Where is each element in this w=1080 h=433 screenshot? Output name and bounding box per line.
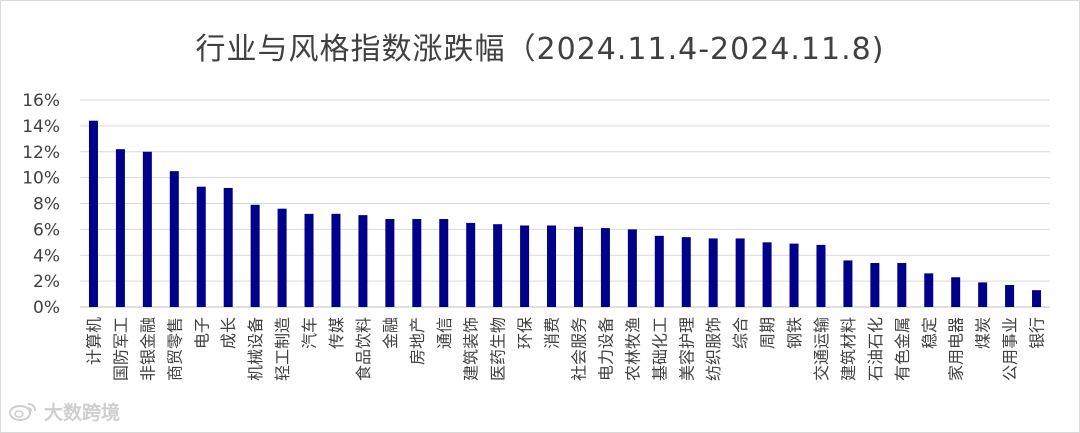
bar <box>897 263 907 307</box>
gridlines <box>80 99 1050 308</box>
x-axis-category-labels: 计算机 国防军工 非银金融 商贸零售 电子 成长 机械设备 轻工制造 汽车 传媒 食品饮料 金融 房地产… <box>84 317 1046 381</box>
y-tick-label: 6% <box>33 220 60 240</box>
x-tick-label: 稳定 <box>920 317 939 349</box>
x-tick-label: 纺织服饰 <box>704 317 723 381</box>
bar <box>412 219 422 307</box>
x-tick-label: 交通运输 <box>812 317 831 381</box>
bar <box>573 226 583 307</box>
chart-title: 行业与风格指数涨跌幅（2024.11.4-2024.11.8) <box>195 32 885 67</box>
x-tick-label: 电力设备 <box>596 317 615 381</box>
y-tick-label: 2% <box>33 272 60 292</box>
bar <box>1032 290 1042 307</box>
x-tick-label: 计算机 <box>84 317 103 365</box>
x-tick-label: 钢铁 <box>785 317 804 349</box>
bar <box>358 215 368 307</box>
x-tick-label: 煤炭 <box>974 317 993 349</box>
bar <box>978 282 988 307</box>
x-tick-label: 公用事业 <box>1001 317 1020 381</box>
bar <box>816 244 826 307</box>
x-tick-label: 机械设备 <box>246 317 265 381</box>
x-tick-label: 环保 <box>516 317 535 349</box>
x-tick-label: 国防军工 <box>111 317 130 381</box>
bar <box>735 238 745 307</box>
x-tick-label: 消费 <box>543 317 562 349</box>
bar <box>708 238 718 307</box>
x-tick-label: 家用电器 <box>947 317 966 381</box>
x-tick-label: 社会服务 <box>569 317 588 381</box>
bar <box>547 225 557 307</box>
x-tick-label: 电子 <box>192 317 211 349</box>
bar <box>115 149 125 307</box>
bar <box>762 242 772 307</box>
y-tick-label: 8% <box>33 195 60 215</box>
x-tick-label: 成长 <box>219 317 238 349</box>
y-tick-label: 14% <box>22 117 60 137</box>
bar <box>331 213 341 307</box>
y-tick-label: 4% <box>33 246 60 266</box>
bar <box>600 228 610 307</box>
bar <box>169 171 179 307</box>
x-tick-label: 石油石化 <box>866 317 885 381</box>
x-tick-label: 医药生物 <box>489 317 508 381</box>
bar <box>951 277 961 307</box>
x-tick-label: 建筑材料 <box>839 317 858 381</box>
x-tick-label: 农林牧渔 <box>623 317 642 381</box>
bar <box>789 243 799 307</box>
bar <box>142 151 152 307</box>
bar <box>466 222 476 307</box>
x-tick-label: 通信 <box>435 317 454 349</box>
bar <box>250 204 260 307</box>
y-tick-label: 16% <box>22 91 60 111</box>
bar <box>223 187 233 307</box>
x-tick-label: 银行 <box>1028 317 1047 349</box>
x-tick-label: 基础化工 <box>650 317 669 381</box>
watermark: 大数跨境 <box>8 398 120 424</box>
bar <box>654 235 664 307</box>
y-tick-label: 12% <box>22 143 60 163</box>
x-tick-label: 综合 <box>731 317 750 349</box>
x-tick-label: 轻工制造 <box>273 317 292 381</box>
x-tick-label: 食品饮料 <box>354 317 373 381</box>
bar <box>439 219 449 307</box>
watermark-text: 大数跨境 <box>44 401 121 424</box>
bar <box>493 224 503 307</box>
x-tick-label: 非银金融 <box>138 317 157 381</box>
bar <box>277 208 287 307</box>
bar <box>304 213 314 307</box>
x-tick-label: 传媒 <box>327 317 346 349</box>
weibo-logo-icon <box>9 403 36 421</box>
bar <box>196 186 206 307</box>
x-tick-label: 建筑装饰 <box>462 317 481 381</box>
y-axis-tick-labels: 0% 2% 4% 6% 8% 10% 12% 14% 16% <box>22 91 60 318</box>
bar <box>681 237 691 307</box>
bar <box>843 260 853 307</box>
x-tick-label: 美容护理 <box>677 317 696 381</box>
bar <box>1005 285 1015 307</box>
bar <box>385 219 395 307</box>
y-tick-label: 0% <box>33 298 60 318</box>
bar <box>627 229 637 307</box>
x-tick-label: 房地产 <box>408 317 427 365</box>
y-tick-label: 10% <box>22 169 60 189</box>
x-tick-label: 商贸零售 <box>165 317 184 381</box>
x-tick-label: 周期 <box>758 317 777 349</box>
bar <box>870 263 880 307</box>
x-tick-label: 汽车 <box>300 317 319 349</box>
x-tick-label: 金融 <box>381 317 400 349</box>
bars <box>88 120 1042 307</box>
bar <box>88 120 98 307</box>
bar <box>924 273 934 307</box>
x-tick-label: 有色金属 <box>893 317 912 381</box>
bar <box>520 225 530 307</box>
